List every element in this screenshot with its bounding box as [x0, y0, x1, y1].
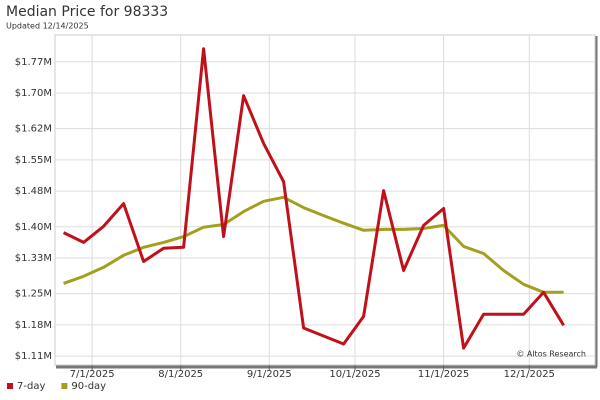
y-tick-label: $1.11M — [15, 351, 52, 362]
legend-swatch — [61, 383, 68, 389]
y-tick-label: $1.40M — [15, 222, 52, 233]
watermark: © Altos Research — [516, 350, 586, 359]
y-tick-label: $1.55M — [15, 155, 52, 166]
x-tick-label: 12/1/2025 — [504, 369, 555, 380]
x-tick-label: 7/1/2025 — [70, 369, 115, 380]
y-tick-label: $1.25M — [15, 289, 52, 300]
x-tick-label: 9/1/2025 — [247, 369, 292, 380]
y-tick-label: $1.77M — [15, 57, 52, 68]
y-tick-label: $1.70M — [15, 88, 52, 99]
series-line — [63, 195, 564, 294]
chart-subtitle: Updated 12/14/2025 — [6, 22, 89, 31]
chart-title: Median Price for 98333 — [6, 4, 168, 20]
y-tick-label: $1.18M — [15, 320, 52, 331]
legend-label: 90-day — [71, 381, 106, 392]
y-tick-label: $1.33M — [15, 253, 52, 264]
x-tick-label: 10/1/2025 — [329, 369, 380, 380]
y-tick-label: $1.48M — [15, 186, 52, 197]
plot-area — [54, 34, 596, 366]
legend-swatch — [7, 383, 13, 389]
x-tick-label: 11/1/2025 — [418, 369, 469, 380]
series-line — [62, 47, 565, 350]
legend-label: 7-day — [17, 381, 45, 392]
y-tick-label: $1.62M — [15, 124, 52, 135]
x-tick-label: 8/1/2025 — [158, 369, 203, 380]
